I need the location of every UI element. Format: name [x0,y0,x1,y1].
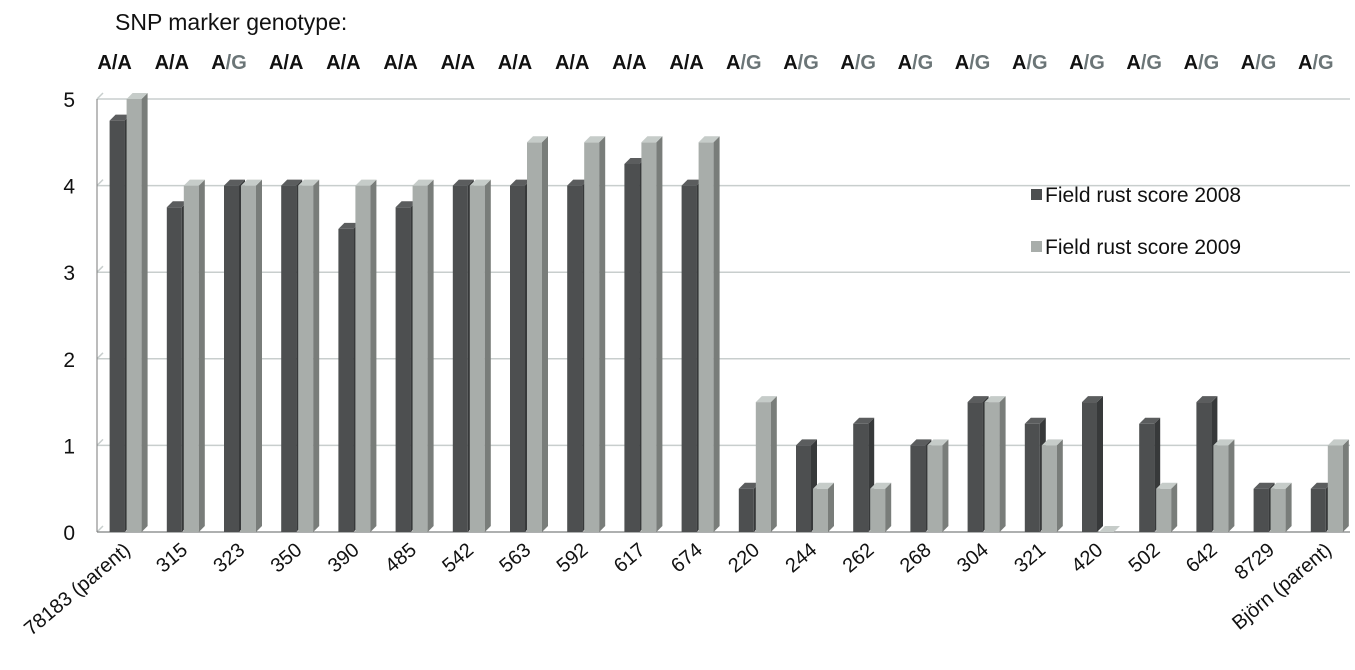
legend: Field rust score 2008 Field rust score 2… [1031,184,1241,259]
genotype-label: A/G [1241,52,1277,74]
y-tick-label: 0 [63,522,75,545]
genotype-label: A/G [726,52,762,74]
genotype-label: A/G [1069,52,1105,74]
bar-2009-3 [298,179,320,532]
legend-label-2009: Field rust score 2009 [1045,236,1241,259]
bar-2009-15 [984,396,1006,532]
genotype-label: A/G [955,52,991,74]
x-tick-label: 542 [438,539,478,577]
bar-2009-21 [1327,439,1349,532]
bar-2009-11 [755,396,777,532]
x-tick-label: 321 [1010,539,1050,577]
gridline-depth-0 [96,525,104,533]
bars [109,93,1349,533]
legend-swatch-2009 [1031,241,1042,252]
genotype-label: A/A [612,52,646,74]
y-tick-label: 5 [63,89,75,112]
y-tick-label: 2 [63,349,75,372]
y-tick-label: 1 [63,435,75,458]
bar-2009-20 [1270,482,1292,532]
x-tick-label: 244 [782,539,822,577]
bar-2009-12 [813,482,834,532]
genotype-label: A/G [840,52,876,74]
x-tick-label: 674 [667,539,707,577]
x-tick-label: 268 [896,539,936,577]
genotype-label: A/G [1298,52,1334,74]
x-tick-label: 502 [1125,539,1165,577]
legend-swatch-2008 [1031,189,1042,200]
snp-marker-title: SNP marker genotype: [115,9,347,35]
genotype-label: A/A [97,52,131,74]
x-tick-label: 592 [553,539,593,577]
genotype-label: A/A [155,52,189,74]
bar-2009-10 [698,136,720,533]
gridline-depth-1 [96,438,104,446]
bar-2009-4 [355,179,377,532]
gridline-depth-3 [96,265,104,273]
genotype-label: A/G [783,52,819,74]
bar-2008-13 [853,417,875,532]
genotype-label: A/G [211,52,247,74]
genotype-label: A/A [326,52,360,74]
x-tick-label: 390 [324,539,364,577]
gridline-depth-5 [96,92,104,100]
x-tick-label: 315 [152,539,192,577]
bar-2009-5 [412,179,434,532]
bar-2009-17 [1099,526,1120,532]
bar-2009-9 [641,136,663,533]
genotype-label: A/G [1184,52,1220,74]
genotype-label: A/G [1012,52,1048,74]
genotype-label: A/A [555,52,589,74]
x-tick-label: 420 [1068,539,1108,577]
gridline-depth-4 [96,179,104,187]
bar-2009-18 [1156,482,1178,532]
bar-2009-1 [183,179,205,532]
x-tick-label: 78183 (parent) [20,539,135,640]
genotype-label: A/G [1126,52,1162,74]
x-tick-label: 617 [610,539,650,577]
bar-2008-17 [1082,396,1103,532]
bar-2009-14 [927,439,949,532]
y-tick-label: 3 [63,262,75,285]
x-axis: 78183 (parent) 315 323 350 390 485 542 563 592 61… [20,539,1336,640]
x-tick-label: 8729 [1231,539,1279,584]
genotype-label: A/A [269,52,303,74]
bar-2009-7 [527,136,548,533]
x-tick-label: 563 [496,539,536,577]
x-tick-label: 262 [839,539,879,577]
bar-2009-2 [241,179,262,532]
x-tick-label: 350 [267,539,307,577]
gridline-depth-2 [96,352,104,360]
x-tick-label: 220 [724,539,764,577]
x-tick-label: 304 [953,539,993,577]
x-tick-label: Björn (parent) [1228,539,1336,634]
bar-2009-19 [1213,439,1235,532]
bar-2009-0 [126,93,148,532]
bar-2009-6 [469,179,491,532]
x-tick-label: 485 [381,539,421,577]
genotype-row: A/A A/A A/G A/A A/A A/A A/A A/A A/A A/A A/A A/G A/G A… [97,52,1333,74]
x-tick-label: 642 [1182,539,1222,577]
bar-2009-8 [584,136,606,533]
genotype-label: A/A [441,52,475,74]
genotype-label: A/A [498,52,532,74]
bar-2009-16 [1041,439,1063,532]
genotype-label: A/G [898,52,934,74]
legend-label-2008: Field rust score 2008 [1045,184,1241,207]
genotype-label: A/A [383,52,417,74]
x-tick-label: 323 [210,539,250,577]
y-tick-label: 4 [63,176,75,199]
genotype-label: A/A [669,52,703,74]
bar-2009-13 [870,482,892,532]
